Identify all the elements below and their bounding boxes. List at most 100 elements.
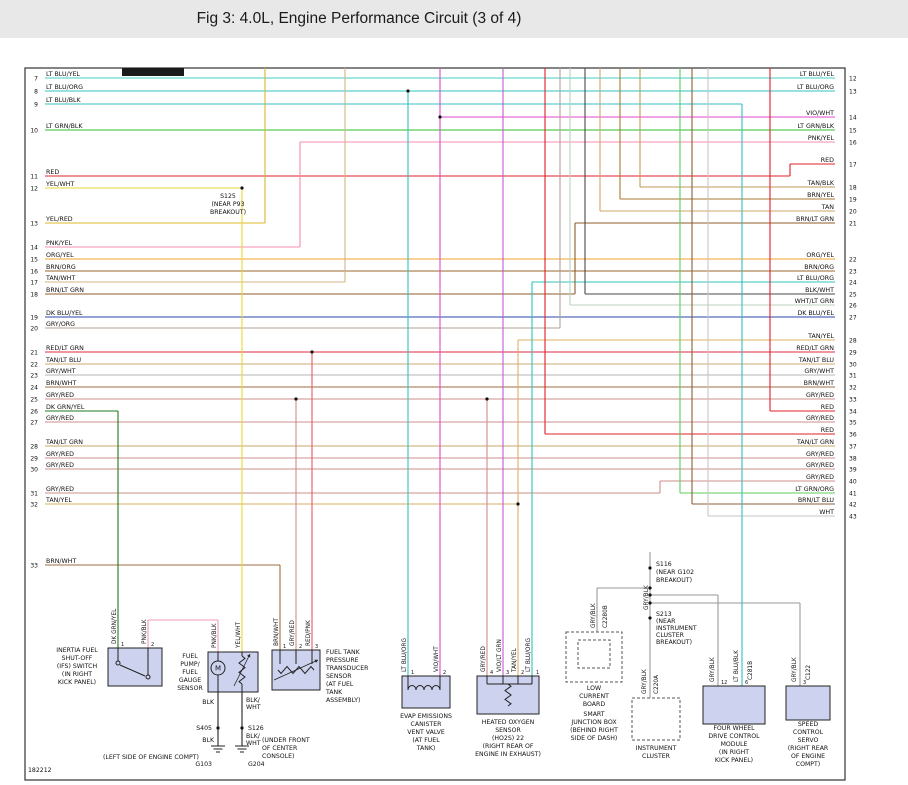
left-wire-label: BRN/ORG [46,264,76,271]
right-wire-number: 16 [849,140,857,147]
right-wire-number: 36 [849,432,857,439]
fuel-pump-label: GAUGE [179,677,201,684]
vent-valve-box [401,675,451,709]
right-wire-label: GRY/WHT [804,368,834,375]
speed-control-servo-label: SERVO [798,737,819,744]
right-wire-label: BRN/WHT [804,380,834,387]
figure-title: Fig 3: 4.0L, Engine Performance Circuit … [196,10,522,27]
right-wire-label: RED [821,157,834,164]
splice-dot [438,115,442,119]
splice-s213-label: (NEAR [656,618,676,625]
four-wheel-drive-module-label: MODULE [721,741,748,748]
splice-s126-label: S126 [248,725,264,732]
splice-s125-label: S125 [220,193,236,200]
vertical-wire-label: C122 [806,665,812,680]
left-wire-label: YEL/WHT [45,181,74,188]
left-wire-number: 24 [30,385,38,392]
pin-number: 1 [536,670,539,676]
ho2s-label: SENSOR [495,727,521,734]
right-wire-number: 37 [849,444,857,451]
right-wire-number: 27 [849,315,857,322]
left-wire-label: GRY/RED [46,451,74,458]
switch-contact [115,660,121,666]
low-current-board-label: CURRENT [579,693,609,700]
left-wire-number: 18 [30,292,38,299]
right-wire-number: 20 [849,209,857,216]
right-wire-number: 26 [849,303,857,310]
left-wire-label: LT BLU/YEL [46,71,81,78]
vertical-wire-label: VIO/LT GRN [497,639,503,672]
left-wire-number: 31 [30,491,38,498]
console-location-label: OF CENTER [262,745,298,752]
left-wire-label: TAN/WHT [45,275,75,282]
pin-number: 6 [745,680,748,686]
splice-s125-label: (NEAR P93 [211,201,244,208]
right-wire-number: 33 [849,397,857,404]
vertical-wire-label: VIO/WHT [434,646,440,672]
right-wire-number: 21 [849,221,857,228]
speed-control-servo-label: COMPT) [796,761,820,768]
splice-s116-label: (NEAR G102 [656,569,694,576]
left-wire-label: PNK/YEL [46,240,73,247]
ftp-sensor-label: PRESSURE [326,657,359,664]
right-wire-number: 34 [849,409,857,416]
vent-valve-label: VENT VALVE [407,729,445,736]
left-wire-number: 14 [30,245,38,252]
vertical-wire-label: C2280B [603,605,609,628]
pin-number: 2 [299,644,302,650]
figure-title-bar: Fig 3: 4.0L, Engine Performance Circuit … [0,0,908,38]
fuel-pump-label: FUEL [182,653,198,660]
fuel-pump-label: PUMP/ [180,661,200,668]
four-wheel-drive-module-label: (IN RIGHT [719,749,749,756]
diagram-id: 182212 [28,767,52,774]
right-wire-number: 38 [849,456,857,463]
wire-label-blk-lower: BLK [202,737,215,744]
right-wire-label: GRY/RED [806,474,834,481]
ho2s-label: HEATED OXYGEN [482,719,535,726]
left-wire-label: TAN/YEL [45,497,72,504]
right-wire-label: BRN/YEL [807,192,834,199]
vertical-wire-label: GRY/BLK [792,657,798,682]
right-wire-label: ORG/YEL [806,252,834,259]
right-wire-number: 18 [849,185,857,192]
vertical-wire-label: GRY/BLK [642,669,648,694]
right-wire-number: 32 [849,385,857,392]
symbol-arrowhead [247,654,251,658]
coil-loops [407,685,441,691]
ifs-switch-label: (IFS) SWITCH [57,663,98,670]
wire-label-blkwht-lower: WHT [246,740,261,747]
cutoff-connector-box [122,68,184,76]
right-wire-number: 35 [849,420,857,427]
low-current-board-inner-box [577,639,611,669]
ho2s-label: ENGINE IN EXHAUST) [475,751,541,758]
vertical-wire-label: C281B [748,661,754,680]
vertical-wire-label: BRN/WHT [274,618,280,646]
left-wire-label: GRY/RED [46,392,74,399]
four-wheel-drive-module-label: KICK PANEL) [715,757,753,764]
right-wire-label: GRY/RED [806,392,834,399]
left-wire-label: GRY/RED [46,462,74,469]
right-wire-number: 40 [849,479,857,486]
vertical-wire-label: GRY/BLK [710,657,716,682]
wire-label-blkwht-upper: WHT [246,704,261,711]
splice-dot [240,726,244,730]
right-wire-label: TAN/BLK [807,180,835,187]
vertical-wire-label: GRY/BLK [591,603,597,628]
right-wire-number: 14 [849,115,857,122]
o2-element [504,683,512,707]
diagram-border [24,67,846,781]
ftp-sensor-label: (AT FUEL [326,681,354,688]
ho2s-label: (RIGHT REAR OF [483,743,534,750]
ifs-switch-box [107,647,163,687]
ftp-sensor-label: ASSEMBLY) [326,697,360,704]
instrument-cluster-box [631,697,681,741]
pin-number: 3 [506,670,509,676]
symbol-arrow [273,659,319,681]
right-wire-label: BRN/LT GRN [796,216,834,223]
four-wheel-drive-module-label: FOUR WHEEL [713,725,755,732]
left-wire-number: 33 [30,563,38,570]
left-wire-number: 8 [34,89,38,96]
left-wire-number: 12 [30,186,38,193]
right-wire-label: BRN/LT BLU [798,497,835,504]
